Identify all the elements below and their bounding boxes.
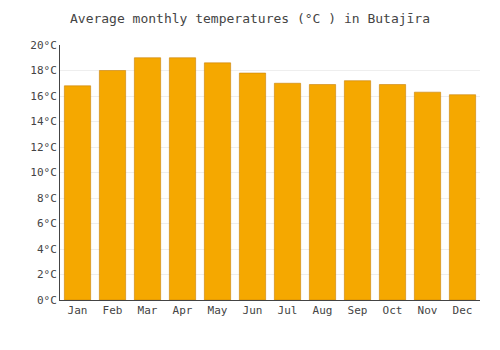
svg-text:Jan: Jan: [68, 304, 88, 317]
svg-text:Jul: Jul: [278, 304, 298, 317]
svg-text:May: May: [208, 304, 228, 317]
svg-text:18°C: 18°C: [30, 64, 57, 77]
svg-text:14°C: 14°C: [30, 115, 57, 128]
svg-text:16°C: 16°C: [30, 90, 57, 103]
svg-text:12°C: 12°C: [30, 141, 57, 154]
svg-text:Sep: Sep: [348, 304, 368, 317]
svg-text:Mar: Mar: [138, 304, 158, 317]
svg-text:Jun: Jun: [243, 304, 263, 317]
svg-text:Average monthly temperatures (: Average monthly temperatures (°C ) in Bu…: [70, 11, 430, 26]
svg-text:Apr: Apr: [173, 304, 193, 317]
svg-text:Feb: Feb: [103, 304, 123, 317]
svg-text:Aug: Aug: [313, 304, 333, 317]
svg-text:0°C: 0°C: [37, 294, 57, 307]
svg-text:2°C: 2°C: [37, 268, 57, 281]
svg-text:20°C: 20°C: [30, 39, 57, 52]
svg-text:6°C: 6°C: [37, 217, 57, 230]
svg-text:10°C: 10°C: [30, 166, 57, 179]
svg-text:Nov: Nov: [418, 304, 438, 317]
svg-text:Oct: Oct: [383, 304, 403, 317]
svg-text:8°C: 8°C: [37, 192, 57, 205]
svg-text:4°C: 4°C: [37, 243, 57, 256]
svg-text:Dec: Dec: [453, 304, 473, 317]
